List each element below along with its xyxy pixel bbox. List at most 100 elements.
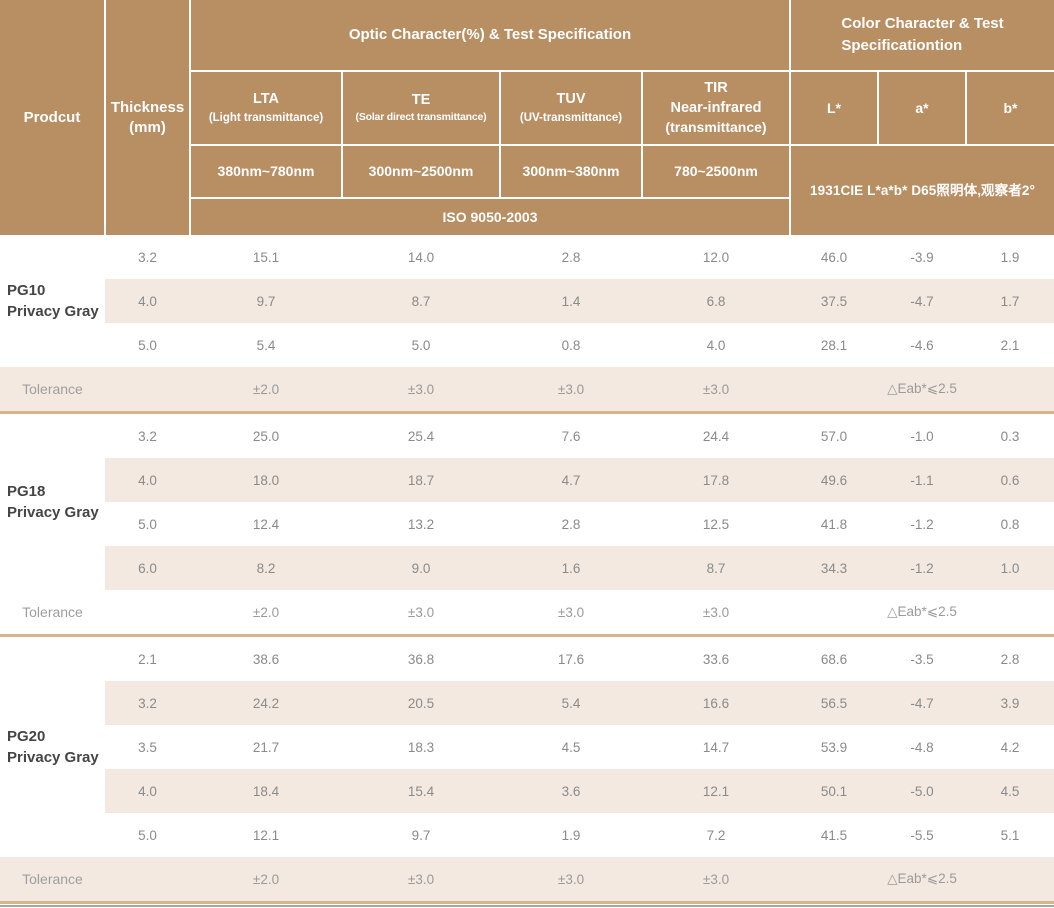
tuv-range-cell: 300nm~380nm: [501, 146, 641, 197]
eab-tolerance-cell: △Eab*⩽2.5: [790, 857, 1054, 901]
data-cell: -5.0: [878, 769, 966, 813]
section-pg10: PG10 Privacy Gray 3.2 15.1 14.0 2.8 12.0 46.0 -…: [0, 235, 1054, 414]
data-cell: 34.3: [790, 546, 878, 590]
color-section-header-text: Color Character & Test Specificationtion: [841, 15, 1004, 54]
data-cell: 7.2: [706, 827, 726, 843]
data-cell: -1.1: [878, 458, 966, 502]
thickness-cell: 4.0: [105, 279, 190, 323]
data-cell: -1.0: [910, 428, 934, 444]
data-cell: -4.7: [878, 279, 966, 323]
thickness-cell: 5.0: [138, 827, 157, 843]
data-cell: 8.7: [342, 279, 500, 323]
tolerance-cell-tir: ±3.0: [642, 367, 790, 411]
lstar-column-header: L*: [791, 72, 877, 144]
section-pg18: PG18 Privacy Gray 3.2 25.0 25.4 7.6 24.4 57.0 -…: [0, 414, 1054, 637]
thickness-cell: 3.5: [138, 739, 157, 755]
tolerance-empty-cell: [105, 590, 190, 634]
color-section-header: Color Character & Test Specificationtion: [791, 0, 1054, 70]
data-cell: 41.5: [820, 827, 848, 843]
data-cell: 3.9: [966, 681, 1054, 725]
data-cell: 25.0: [252, 428, 280, 444]
data-cell: 28.1: [820, 337, 848, 353]
data-cell: -4.6: [910, 337, 934, 353]
lta-desc: (Light transmittance): [208, 111, 324, 124]
product-cell: PG10 Privacy Gray: [7, 282, 99, 320]
data-cell: 8.2: [190, 546, 342, 590]
data-cell: 5.1: [1000, 827, 1020, 843]
data-cell: 5.4: [500, 681, 642, 725]
tolerance-cell-tuv: ±3.0: [500, 367, 642, 411]
data-cell: 17.8: [642, 458, 790, 502]
data-cell: 5.4: [256, 337, 276, 353]
data-cell: 25.4: [407, 428, 435, 444]
tolerance-label: Tolerance: [0, 857, 105, 901]
tolerance-cell-te: ±3.0: [407, 604, 435, 620]
data-cell: -3.5: [910, 651, 934, 667]
data-cell: -3.9: [910, 249, 934, 265]
tolerance-cell-te: ±3.0: [342, 857, 500, 901]
product-column-header: Prodcut: [0, 0, 104, 235]
data-cell: 0.3: [1000, 428, 1020, 444]
data-cell: -5.5: [910, 827, 934, 843]
data-cell: 16.6: [642, 681, 790, 725]
tolerance-cell-tir: ±3.0: [702, 604, 730, 620]
cie-standard-cell: 1931CIE L*a*b* D65照明体,观察者2°: [791, 146, 1054, 235]
thickness-cell: 5.0: [138, 516, 157, 532]
product-cell: PG18 Privacy Gray: [7, 483, 99, 521]
data-cell: 24.2: [190, 681, 342, 725]
lta-column-header: LTA (Light transmittance): [191, 72, 341, 144]
lta-range-cell: 380nm~780nm: [191, 146, 341, 197]
data-cell: 50.1: [790, 769, 878, 813]
data-cell: 9.7: [411, 827, 431, 843]
data-cell: 14.7: [702, 739, 730, 755]
data-cell: 18.0: [190, 458, 342, 502]
tolerance-cell-tuv: ±3.0: [557, 604, 585, 620]
astar-column-header: a*: [879, 72, 965, 144]
section-pg20: PG20 Privacy Gray 2.1 38.6 36.8 17.6 33.6 68.6…: [0, 637, 1054, 904]
data-cell: 2.8: [1000, 651, 1020, 667]
data-cell: -4.7: [878, 681, 966, 725]
tolerance-cell-tuv: ±3.0: [500, 857, 642, 901]
tir-abbr: TIR Near-infrared: [670, 79, 762, 116]
data-cell: 24.4: [702, 428, 730, 444]
tuv-column-header: TUV (UV-transmittance): [501, 72, 641, 144]
data-cell: 9.0: [342, 546, 500, 590]
product-cell: PG20 Privacy Gray: [7, 728, 99, 766]
data-cell: 2.8: [561, 516, 581, 532]
tolerance-cell-te: ±3.0: [342, 367, 500, 411]
tir-column-header: TIR Near-infrared (transmittance): [643, 72, 789, 144]
data-cell: 1.4: [500, 279, 642, 323]
data-cell: 12.1: [642, 769, 790, 813]
data-cell: 1.0: [966, 546, 1054, 590]
data-cell: 0.6: [966, 458, 1054, 502]
data-cell: 9.7: [190, 279, 342, 323]
data-cell: 4.2: [1000, 739, 1020, 755]
data-cell: 38.6: [252, 651, 280, 667]
data-cell: 14.0: [407, 249, 435, 265]
data-cell: 57.0: [820, 428, 848, 444]
data-cell: 3.6: [500, 769, 642, 813]
lta-abbr: LTA: [252, 91, 280, 108]
thickness-cell: 2.1: [138, 651, 157, 667]
data-cell: 18.4: [190, 769, 342, 813]
data-cell: 18.7: [342, 458, 500, 502]
data-cell: 1.6: [500, 546, 642, 590]
data-cell: 18.3: [407, 739, 435, 755]
data-cell: 21.7: [252, 739, 280, 755]
thickness-cell: 5.0: [138, 337, 157, 353]
tolerance-cell-lta: ±2.0: [252, 604, 280, 620]
thickness-cell: 6.0: [105, 546, 190, 590]
data-cell: 15.1: [252, 249, 280, 265]
data-cell: -1.2: [910, 516, 934, 532]
data-cell: 49.6: [790, 458, 878, 502]
data-cell: 4.0: [706, 337, 726, 353]
data-cell: 12.5: [702, 516, 730, 532]
data-cell: 0.8: [561, 337, 581, 353]
data-cell: 4.5: [561, 739, 581, 755]
data-cell: 56.5: [790, 681, 878, 725]
thickness-cell: 4.0: [105, 458, 190, 502]
eab-tolerance-cell: △Eab*⩽2.5: [887, 604, 957, 619]
data-cell: 12.1: [252, 827, 280, 843]
tir-range-cell: 780~2500nm: [643, 146, 789, 197]
